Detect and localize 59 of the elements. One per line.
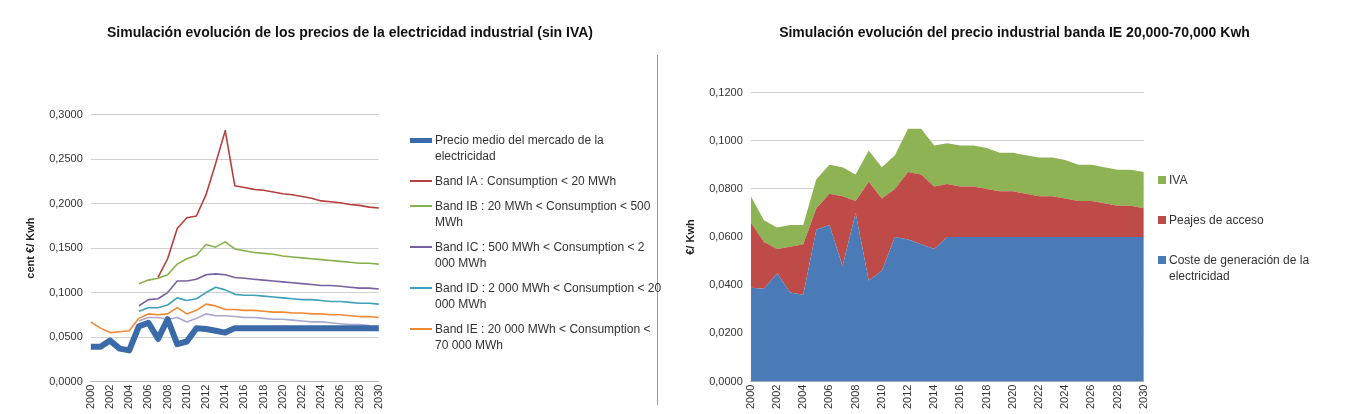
legend-label: Band IB : 20 MWh < Consumption < 500 MWh <box>435 198 652 230</box>
x-tick-label: 2010 <box>179 384 192 410</box>
x-tick-label: 2024 <box>314 384 327 410</box>
x-tick-label: 2014 <box>218 384 231 410</box>
chart-title: Simulación evolución de los precios de la electricidad industrial (sin IVA) <box>106 24 594 40</box>
legend-label: Precio medio del mercado de la electricidad <box>435 132 605 164</box>
y-tick-label: 0,3000 <box>49 107 83 120</box>
x-tick-label: 2018 <box>256 384 269 410</box>
x-tick-label: 2026 <box>1084 384 1097 410</box>
legend-label: Band ID : 2 000 MWh < Consumption < 20 000 MWh <box>435 280 663 312</box>
y-tick-label: 0,2000 <box>49 196 83 209</box>
y-tick-label: 0,0000 <box>49 374 83 387</box>
x-tick-label: 2014 <box>927 384 940 410</box>
y-axis-title: cent €/ Kwh <box>23 217 36 279</box>
x-tick-label: 2022 <box>295 384 308 410</box>
x-tick-label: 2010 <box>874 384 887 410</box>
y-tick-label: 0,1500 <box>49 241 83 254</box>
x-tick-label: 2022 <box>1032 384 1045 410</box>
x-tick-label: 2008 <box>160 384 173 410</box>
y-tick-label: 0,0200 <box>709 326 743 339</box>
legend-label: Band IC : 500 MWh < Consumption < 2 000 MWh <box>435 239 646 271</box>
y-tick-label: 0,1000 <box>709 133 743 146</box>
legend-label: IVA <box>1169 172 1188 188</box>
legend-label: Band IA : Consumption < 20 MWh <box>435 173 617 189</box>
x-tick-label: 2004 <box>796 384 809 410</box>
x-tick-label: 2030 <box>371 384 384 410</box>
x-tick-label: 2028 <box>1110 384 1123 410</box>
x-tick-label: 2020 <box>275 384 288 410</box>
x-tick-label: 2004 <box>122 384 135 410</box>
legend-label: Peajes de acceso <box>1169 212 1264 228</box>
x-tick-label: 2002 <box>770 384 783 410</box>
y-tick-label: 0,1000 <box>49 285 83 298</box>
chart-title: Simulación evolución del precio industrial banda IE 20,000-70,000 Kwh <box>778 24 1251 40</box>
y-tick-label: 0,0000 <box>709 374 743 387</box>
x-tick-label: 2012 <box>901 384 914 410</box>
x-tick-label: 2008 <box>848 384 861 410</box>
y-tick-label: 0,0400 <box>709 278 743 291</box>
x-tick-label: 2006 <box>141 384 154 410</box>
x-tick-label: 2016 <box>237 384 250 410</box>
x-tick-label: 2016 <box>953 384 966 410</box>
legend-label: Coste de generación de la electricidad <box>1169 252 1311 284</box>
x-tick-label: 2024 <box>1058 384 1071 410</box>
y-tick-label: 0,2500 <box>49 152 83 165</box>
y-tick-label: 0,0800 <box>709 181 743 194</box>
x-tick-label: 2000 <box>83 384 96 410</box>
x-tick-label: 2000 <box>743 384 756 410</box>
y-tick-label: 0,1200 <box>709 85 743 98</box>
x-tick-label: 2002 <box>103 384 116 410</box>
x-tick-label: 2028 <box>352 384 365 410</box>
x-tick-label: 2018 <box>979 384 992 410</box>
legend-label: Band IE : 20 000 MWh < Consumption < 70 000 MWh <box>435 321 652 353</box>
x-tick-label: 2006 <box>822 384 835 410</box>
x-tick-label: 2020 <box>1005 384 1018 410</box>
y-tick-label: 0,0500 <box>49 330 83 343</box>
x-tick-label: 2026 <box>333 384 346 410</box>
x-tick-label: 2012 <box>199 384 212 410</box>
x-tick-label: 2030 <box>1136 384 1149 410</box>
y-axis-title: €/ Kwh <box>683 219 696 255</box>
y-tick-label: 0,0600 <box>709 230 743 243</box>
